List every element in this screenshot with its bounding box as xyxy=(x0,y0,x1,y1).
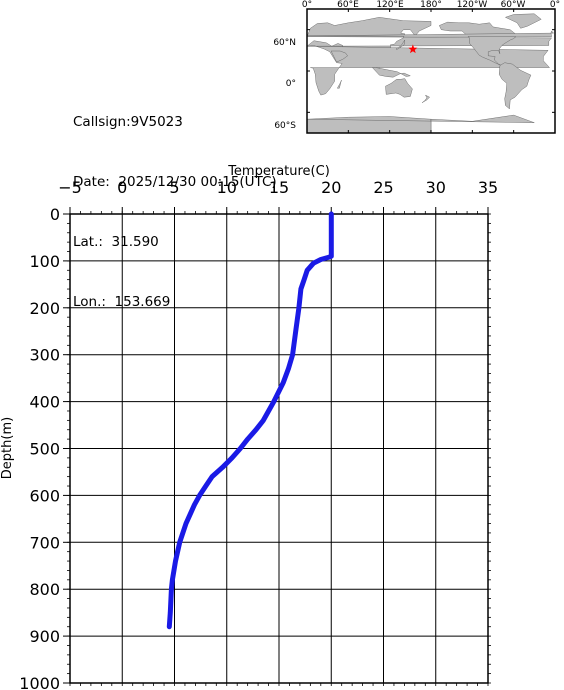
map-lon-label: 120°W xyxy=(457,0,488,10)
x-tick-label: 15 xyxy=(269,178,289,197)
x-tick-label: 30 xyxy=(426,178,446,197)
map-lon-label: 60°E xyxy=(337,0,359,10)
y-tick-label: 600 xyxy=(29,486,60,505)
y-tick-label: 200 xyxy=(29,299,60,318)
y-tick-label: 1000 xyxy=(19,674,60,690)
x-tick-label: 0 xyxy=(117,178,127,197)
map-lon-label: 180° xyxy=(420,0,442,10)
y-tick-label: 0 xyxy=(50,205,60,224)
y-tick-label: 800 xyxy=(29,580,60,599)
landmass-south-america xyxy=(498,62,532,110)
landmass-madagascar xyxy=(336,79,342,89)
longitude-text: Lon.: 153.669 xyxy=(73,294,171,310)
landmass-north-america xyxy=(439,21,518,66)
y-tick-label: 700 xyxy=(29,533,60,552)
map-lon-labels: 0° 60°E 120°E 180° 120°W 60°W 0° xyxy=(302,0,560,10)
x-tick-labels: −5 0 5 10 15 20 25 30 35 xyxy=(58,178,498,197)
map-lat-labels: 60°N 0° 60°S xyxy=(273,38,296,131)
y-tick-label: 500 xyxy=(29,440,60,459)
x-tick-label: 25 xyxy=(373,178,393,197)
temperature-profile-line xyxy=(166,211,334,630)
position-star xyxy=(408,44,418,54)
world-map: 0° 60°E 120°E 180° 120°W 60°W 0° 60°N 0°… xyxy=(273,0,560,134)
x-axis-label: Temperature(C) xyxy=(227,164,330,179)
date-text: Date: 2025/12/30 00:15(UTC) xyxy=(73,174,277,190)
map-lat-label: 60°S xyxy=(274,121,296,131)
y-tick-label: 100 xyxy=(29,252,60,271)
landmass-indonesia xyxy=(371,67,411,78)
landmass-japan xyxy=(396,39,405,50)
latitude-text: Lat.: 31.590 xyxy=(73,234,159,250)
landmass-greenland xyxy=(504,13,542,29)
y-tick-label: 300 xyxy=(29,346,60,365)
x-tick-label: 35 xyxy=(478,178,498,197)
y-tick-label: 900 xyxy=(29,627,60,646)
station-info: Callsign:9V5023 Date: 2025/12/30 00:15(U… xyxy=(73,72,277,332)
map-lat-label: 60°N xyxy=(273,38,296,48)
y-axis-label: Depth(m) xyxy=(0,417,15,479)
map-lon-label: 120°E xyxy=(376,0,404,10)
y-tick-label: 400 xyxy=(29,393,60,412)
map-lat-label: 0° xyxy=(286,79,296,89)
x-tick-label: −5 xyxy=(58,178,82,197)
landmass-arabia xyxy=(330,50,348,63)
y-tick-labels: 0 100 200 300 400 500 600 700 800 900 1000 xyxy=(19,205,60,690)
x-tick-label: 20 xyxy=(321,178,341,197)
landmass-australia xyxy=(385,78,413,98)
profile-chart: −5 0 5 10 15 20 25 30 35 0 100 200 300 400 500 600 700 8… xyxy=(0,164,498,690)
minor-ticks xyxy=(63,207,491,686)
map-lon-label: 60°W xyxy=(501,0,526,10)
x-tick-label: 10 xyxy=(217,178,237,197)
landmass-new-zealand xyxy=(421,94,430,103)
map-land xyxy=(306,13,555,134)
ship-position-marker xyxy=(408,44,418,54)
map-lon-label: 0° xyxy=(550,0,560,10)
x-tick-label: 5 xyxy=(169,178,179,197)
callsign-text: Callsign:9V5023 xyxy=(73,114,183,130)
landmass-britain xyxy=(307,30,555,37)
map-frame-ticks xyxy=(306,9,556,133)
map-lon-label: 0° xyxy=(302,0,312,10)
